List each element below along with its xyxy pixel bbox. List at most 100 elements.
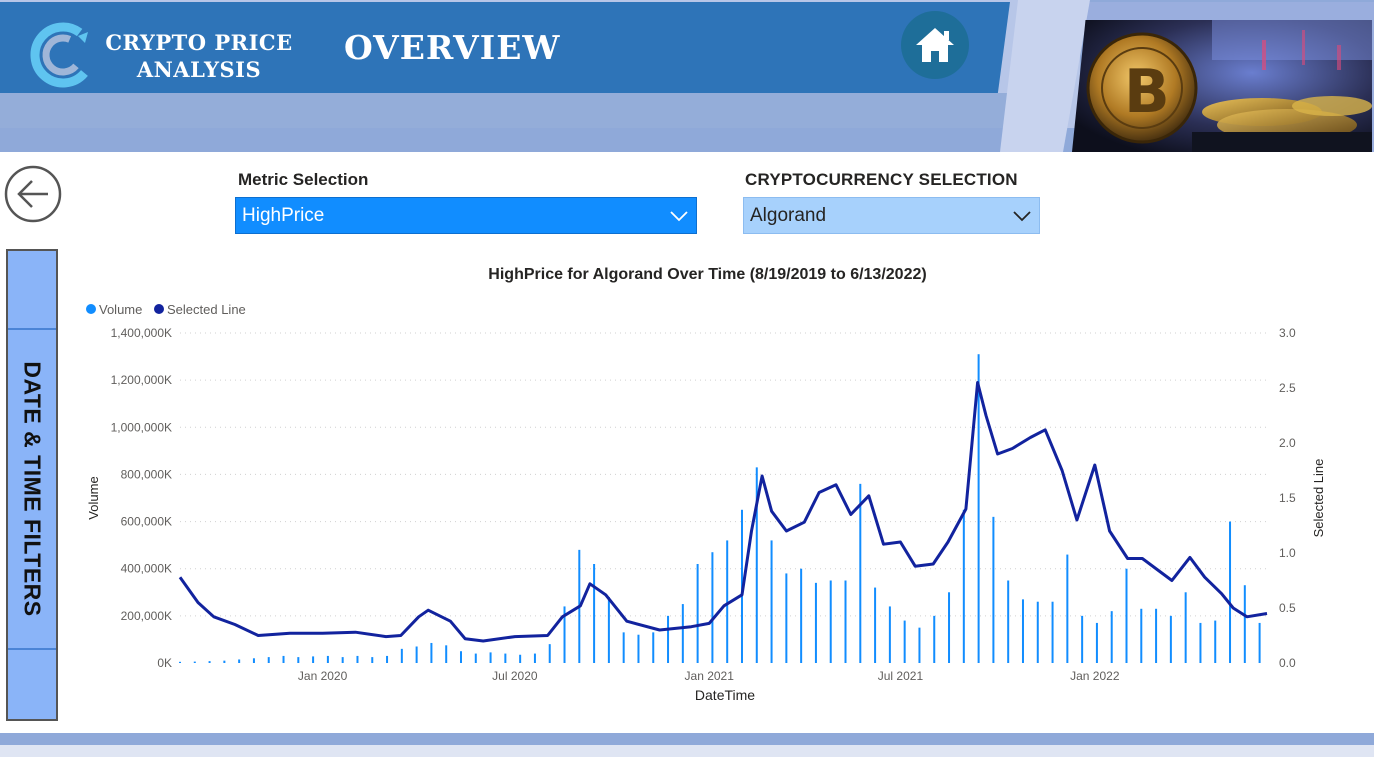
volume-bar — [326, 655, 329, 663]
volume-bar — [1199, 622, 1202, 663]
volume-bar — [829, 580, 832, 663]
legend-volume-label[interactable]: Volume — [99, 302, 142, 317]
chevron-down-icon — [1013, 211, 1031, 222]
volume-bar — [1184, 592, 1187, 663]
volume-bar — [1021, 599, 1024, 663]
volume-bar — [800, 568, 803, 663]
volume-bar — [637, 634, 640, 663]
volume-bar — [859, 483, 862, 663]
y-right-tick-label: 0.5 — [1279, 601, 1296, 615]
y-left-tick-label: 200,000K — [121, 609, 172, 623]
volume-bar — [1007, 580, 1010, 663]
cryptocurrency-selection-value: Algorand — [750, 204, 827, 226]
volume-bar — [371, 657, 374, 663]
volume-bar — [667, 615, 670, 663]
selected-line-series — [178, 381, 1268, 643]
volume-bar — [519, 654, 522, 663]
volume-bar — [1095, 622, 1098, 663]
volume-bar — [474, 653, 477, 663]
volume-bar — [874, 587, 877, 663]
volume-bar — [933, 615, 936, 663]
volume-bar — [282, 655, 285, 663]
volume-bar — [1140, 608, 1143, 663]
volume-bar — [1125, 568, 1128, 663]
legend-volume-marker — [86, 304, 96, 314]
volume-bar — [888, 606, 891, 663]
header-banner: CRYPTO PRICE ANALYSIS OVERVIEW — [0, 0, 1374, 152]
y-left-tick-label: 1,000,000K — [111, 420, 172, 434]
y-right-tick-label: 2.0 — [1279, 436, 1296, 450]
volume-bar — [1169, 615, 1172, 663]
chevron-down-icon — [670, 211, 688, 222]
volume-bar — [430, 642, 433, 663]
chart-gridlines — [180, 332, 1267, 617]
chart-legend: Volume Selected Line — [86, 302, 246, 317]
volume-bar — [297, 657, 300, 663]
volume-bar — [1110, 611, 1113, 663]
y-axis-left-label: Volume — [86, 476, 101, 519]
y-left-tick-label: 0K — [157, 656, 172, 670]
header-bar — [0, 2, 1010, 93]
footer-band-light — [0, 745, 1374, 757]
volume-bar — [726, 540, 729, 663]
svg-text:B: B — [1124, 57, 1170, 127]
y-left-tick-label: 400,000K — [121, 562, 172, 576]
volume-bar — [445, 645, 448, 663]
volume-bar — [312, 656, 315, 663]
y-axis-right-ticks: 0.0 0.5 1.0 1.5 2.0 2.5 3.0 — [1279, 326, 1296, 670]
volume-bar — [903, 620, 906, 663]
home-button[interactable] — [901, 11, 969, 79]
back-button[interactable] — [4, 165, 62, 223]
x-tick-label: Jan 2021 — [685, 669, 735, 683]
volume-bar — [415, 646, 418, 663]
date-time-filters-panel[interactable]: DATE & TIME FILTERS — [6, 249, 58, 721]
volume-bar — [948, 592, 951, 663]
volume-bar — [814, 582, 817, 663]
x-tick-label: Jan 2020 — [298, 669, 348, 683]
volume-bar — [1081, 615, 1084, 663]
y-right-tick-label: 1.0 — [1279, 546, 1296, 560]
x-tick-label: Jul 2021 — [878, 669, 924, 683]
y-right-tick-label: 3.0 — [1279, 326, 1296, 340]
page-title: OVERVIEW — [344, 28, 561, 67]
header-band-mid — [0, 93, 1060, 128]
volume-bar — [386, 655, 389, 663]
volume-bar — [1036, 601, 1039, 663]
footer-band — [0, 733, 1374, 745]
home-icon — [916, 28, 954, 62]
volume-bar — [622, 632, 625, 663]
volume-bar — [696, 564, 699, 663]
volume-bar — [179, 661, 181, 663]
volume-price-chart: Volume Selected Line 0K 200,000K 400,000K 6… — [86, 302, 1326, 703]
volume-bar — [238, 659, 241, 663]
filter-panel-label: DATE & TIME FILTERS — [19, 361, 46, 617]
volume-bar — [489, 652, 492, 663]
volume-bar — [785, 573, 788, 663]
y-right-tick-label: 0.0 — [1279, 656, 1296, 670]
volume-bar — [341, 657, 344, 663]
arrow-left-icon — [17, 180, 48, 208]
y-left-tick-label: 600,000K — [121, 515, 172, 529]
volume-bar — [770, 540, 773, 663]
cryptocurrency-selection-dropdown[interactable]: Algorand — [743, 197, 1040, 234]
bitcoin-photo: B — [1072, 20, 1372, 152]
volume-bar — [356, 655, 359, 663]
volume-bar — [193, 661, 196, 663]
volume-bar — [1229, 521, 1232, 663]
cryptocurrency-selection-title: CRYPTOCURRENCY SELECTION — [745, 170, 1018, 189]
crypto-logo-icon — [30, 22, 96, 88]
volume-bar — [208, 661, 211, 663]
volume-bar — [252, 658, 255, 663]
volume-bar — [977, 354, 980, 663]
volume-bar — [533, 653, 536, 663]
chart-title: HighPrice for Algorand Over Time (8/19/2… — [488, 266, 927, 283]
metric-selection-dropdown[interactable]: HighPrice — [235, 197, 697, 234]
volume-bar — [223, 660, 226, 663]
metric-selection-title: Metric Selection — [238, 170, 369, 189]
legend-selected-line-label[interactable]: Selected Line — [167, 302, 246, 317]
volume-bar — [1051, 601, 1054, 663]
volume-bar — [504, 653, 507, 663]
y-axis-left-ticks: 0K 200,000K 400,000K 600,000K 800,000K 1,000,… — [111, 326, 172, 670]
volume-bar — [593, 564, 596, 663]
volume-bar — [607, 597, 610, 663]
